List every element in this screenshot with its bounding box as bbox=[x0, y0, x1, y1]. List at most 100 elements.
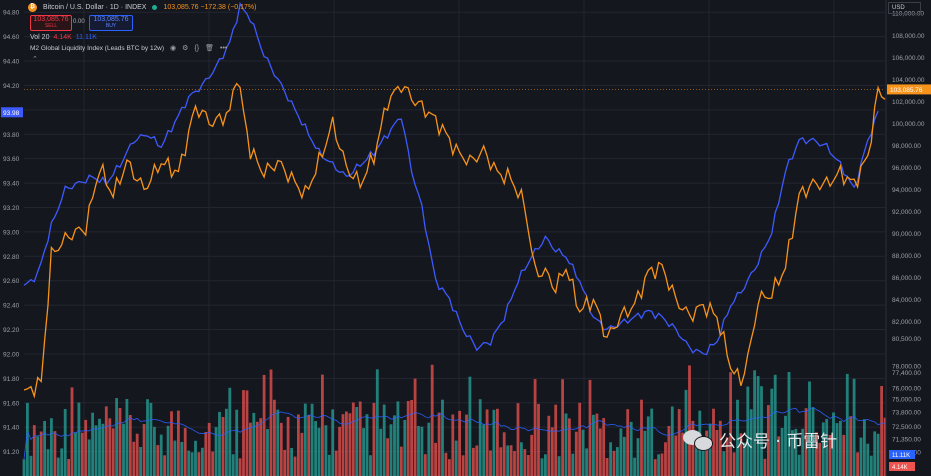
volume-bar bbox=[667, 426, 671, 476]
volume-bar bbox=[526, 455, 530, 476]
volume-bar bbox=[448, 459, 451, 476]
currency-selector[interactable]: USD bbox=[888, 2, 921, 14]
gear-icon[interactable]: ⚙ bbox=[182, 45, 189, 52]
right-price-axis[interactable]: 110,000.00 108,000.00 106,000.00 104,000.00… bbox=[885, 0, 931, 476]
buy-button[interactable]: 103,085.76 BUY bbox=[89, 15, 133, 31]
left-axis-tick-label: 94.60 bbox=[3, 34, 20, 41]
right-axis-tick-label: 98,000.00 bbox=[892, 143, 921, 150]
volume-bar bbox=[111, 428, 115, 476]
chevron-up-icon[interactable]: ⌃ bbox=[32, 56, 38, 63]
volume-bar bbox=[794, 428, 798, 476]
volume-bar bbox=[880, 386, 883, 476]
volume-bar bbox=[369, 455, 372, 476]
volume-bar bbox=[420, 426, 424, 476]
volume-bar bbox=[657, 454, 660, 476]
volume-bar bbox=[46, 449, 50, 476]
sell-button[interactable]: 103,085.76 SELL bbox=[30, 15, 72, 31]
volume-bar bbox=[561, 379, 564, 476]
volume-legend[interactable]: Vol 20 4.14K 11.11K bbox=[30, 34, 97, 41]
volume-bar bbox=[104, 406, 108, 476]
sell-price: 103,085.76 bbox=[33, 16, 69, 23]
volume-bar bbox=[804, 408, 808, 476]
trash-icon[interactable]: 🗑 bbox=[205, 45, 215, 52]
volume-bar bbox=[417, 426, 420, 476]
volume-bar bbox=[712, 408, 715, 476]
volume-bar bbox=[873, 431, 877, 476]
volume-bar bbox=[36, 436, 40, 476]
volume-bar bbox=[876, 433, 880, 476]
m2-current-label: 93.98 bbox=[3, 110, 20, 117]
braces-icon[interactable]: {} bbox=[194, 44, 200, 52]
last-quote: 103,085.76 −172.38 (−0.17%) bbox=[163, 4, 257, 11]
symbol-title[interactable]: Bitcoin / U.S. Dollar · 1D · INDEX bbox=[43, 4, 147, 11]
buy-price: 103,085.76 bbox=[93, 16, 129, 23]
volume-bar bbox=[77, 402, 81, 476]
grid bbox=[24, 0, 885, 476]
volume-bar bbox=[818, 442, 822, 476]
volume-bar bbox=[777, 436, 781, 476]
volume-bar bbox=[530, 434, 534, 476]
volume-bar bbox=[214, 427, 218, 476]
volume-bar bbox=[472, 447, 475, 476]
volume-bar bbox=[269, 369, 273, 476]
volume-bar bbox=[461, 455, 465, 476]
volume-bar bbox=[619, 428, 623, 476]
volume-bar bbox=[386, 438, 389, 476]
volume-bar bbox=[581, 429, 585, 476]
volume-bar bbox=[262, 374, 266, 476]
volume-bar bbox=[605, 458, 609, 476]
volume-bar bbox=[303, 403, 307, 476]
right-axis-tick-label: 80,500.00 bbox=[892, 336, 921, 343]
volume-bar bbox=[355, 407, 359, 476]
left-price-axis[interactable]: 94.8094.6094.4094.2094.0093.8093.6093.40… bbox=[1, 10, 23, 456]
left-axis-tick-label: 93.20 bbox=[3, 205, 20, 212]
volume-bar bbox=[238, 458, 242, 476]
volume-bar bbox=[780, 428, 784, 476]
volume-bar bbox=[694, 440, 698, 476]
volume-bars bbox=[22, 364, 887, 476]
volume-bar bbox=[866, 443, 870, 476]
volume-bar bbox=[252, 412, 256, 476]
volume-bar bbox=[451, 414, 455, 476]
volume-bar bbox=[664, 442, 667, 476]
volume-bar bbox=[259, 418, 263, 476]
volume-bar bbox=[108, 418, 112, 476]
volume-bar bbox=[406, 401, 410, 476]
volume-label: Vol 20 bbox=[30, 34, 50, 41]
volume-bar bbox=[688, 365, 691, 476]
left-axis-tick-label: 91.80 bbox=[3, 376, 20, 383]
more-icon[interactable]: ••• bbox=[220, 44, 228, 52]
volume-bar bbox=[187, 450, 191, 476]
right-axis-tick-label: 104,000.00 bbox=[892, 77, 925, 84]
volume-bar bbox=[808, 381, 811, 476]
volume-bar bbox=[118, 408, 122, 476]
volume-bar bbox=[756, 376, 760, 476]
volume-bar bbox=[550, 427, 554, 476]
volume-bar bbox=[842, 434, 846, 476]
volume-bar bbox=[297, 414, 300, 476]
m2-indicator-legend[interactable]: M2 Global Liquidity Index (Leads BTC by … bbox=[30, 44, 228, 53]
symbol-legend[interactable]: ₿ Bitcoin / U.S. Dollar · 1D · INDEX 103… bbox=[28, 3, 257, 12]
volume-bar bbox=[22, 459, 26, 476]
volume-bar bbox=[760, 386, 763, 476]
m2-indicator-label: M2 Global Liquidity Index (Leads BTC by … bbox=[30, 44, 165, 52]
volume-bar bbox=[770, 388, 774, 476]
spread-value: 0.00 bbox=[73, 19, 85, 25]
volume-bar bbox=[746, 386, 750, 476]
volume-bar bbox=[832, 412, 835, 476]
right-axis-tick-label: 96,000.00 bbox=[892, 165, 921, 172]
eye-icon[interactable]: ◉ bbox=[170, 45, 177, 52]
volume-bar bbox=[266, 429, 269, 476]
volume-bar bbox=[674, 435, 678, 476]
volume-bar bbox=[629, 421, 633, 476]
volume-bar bbox=[218, 411, 221, 476]
volume-bar bbox=[475, 445, 479, 476]
volume-bar bbox=[128, 415, 132, 476]
volume-bar bbox=[849, 416, 853, 476]
volume-bar bbox=[640, 399, 643, 476]
volume-bar bbox=[245, 390, 249, 476]
volume-bar bbox=[324, 425, 328, 476]
volume-bar bbox=[207, 422, 211, 476]
volume-bar bbox=[231, 454, 235, 476]
